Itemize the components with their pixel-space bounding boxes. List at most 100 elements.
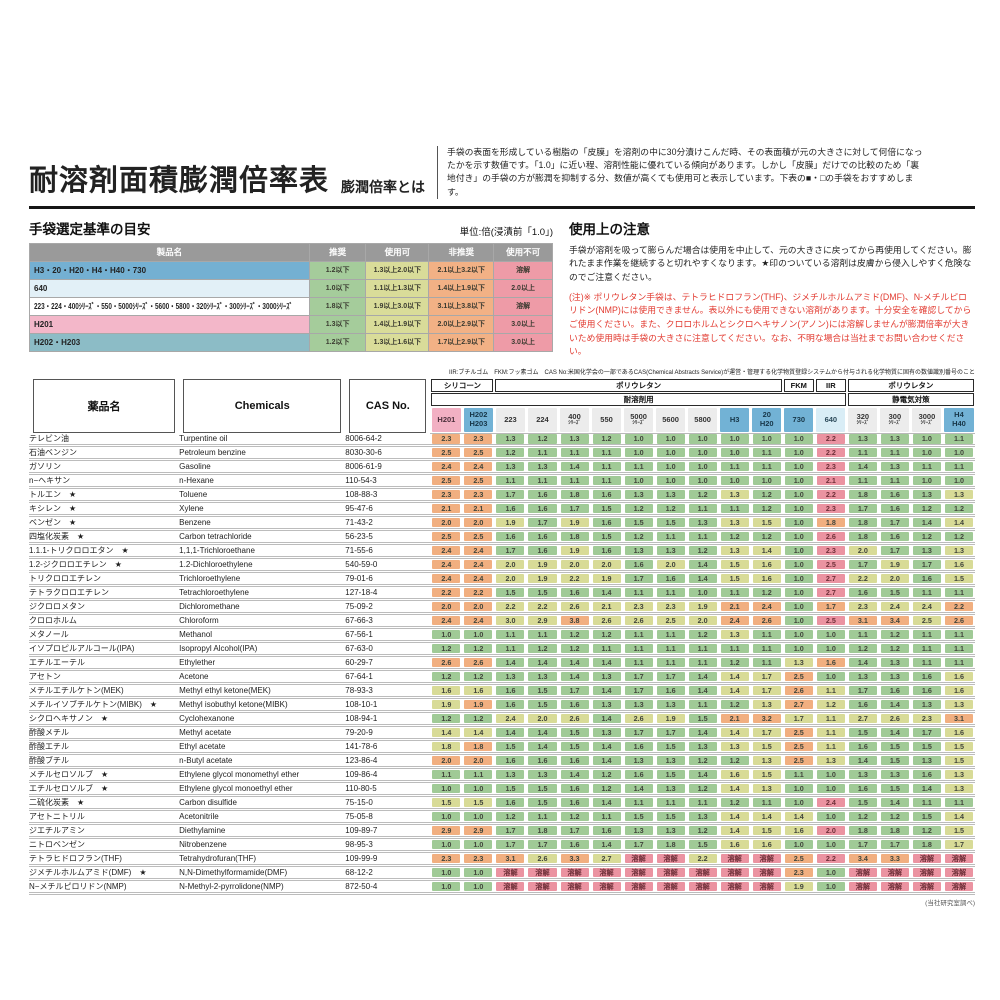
swelling-value: 1.2 bbox=[432, 644, 461, 654]
value-cell: 1.3 bbox=[750, 781, 783, 798]
value-cell: 2.5 bbox=[782, 739, 815, 756]
value-cell: 1.8 bbox=[846, 515, 879, 532]
value-cell: 1.2 bbox=[750, 501, 783, 518]
swelling-value: 1.4 bbox=[688, 560, 717, 570]
swelling-value: 1.4 bbox=[848, 658, 877, 668]
value-cell: 1.6 bbox=[494, 683, 527, 700]
chemical-en-cell: Petroleum benzine bbox=[179, 445, 346, 462]
swelling-value: 1.6 bbox=[880, 686, 909, 696]
swelling-value: 1.0 bbox=[784, 546, 813, 556]
value-cell: 1.5 bbox=[942, 571, 975, 588]
column-label-line2: ｼﾘｰｽﾞ bbox=[568, 420, 581, 427]
rating-cell: 1.7以上2.9以下 bbox=[428, 332, 495, 352]
swelling-value: 1.6 bbox=[752, 560, 781, 570]
column-label: 640 bbox=[824, 414, 838, 424]
swelling-value: 2.5 bbox=[784, 756, 813, 766]
swelling-value: 2.5 bbox=[816, 616, 845, 626]
swelling-value: 1.3 bbox=[624, 700, 653, 710]
swelling-value: 1.0 bbox=[432, 840, 461, 850]
value-cell: 1.9 bbox=[686, 599, 719, 616]
value-cell: 2.3 bbox=[462, 487, 495, 504]
value-cell: 1.2 bbox=[430, 711, 463, 728]
swelling-value: 2.2 bbox=[496, 602, 525, 612]
value-cell: 1.2 bbox=[590, 627, 623, 644]
value-cell: 溶解 bbox=[526, 879, 559, 896]
swelling-value: 1.5 bbox=[944, 756, 973, 766]
chemical-name-cell: テトラヒドロフラン(THF) bbox=[29, 851, 180, 868]
value-cell: 1.4 bbox=[878, 697, 911, 714]
swelling-value: 溶解 bbox=[656, 882, 685, 892]
page-title: 耐溶剤面積膨潤倍率表 bbox=[29, 164, 330, 197]
column-header-chip-223: 223 bbox=[495, 407, 525, 432]
value-cell: 1.0 bbox=[910, 433, 943, 448]
value-cell: 1.0 bbox=[430, 809, 463, 826]
value-cell: 1.2 bbox=[718, 529, 751, 546]
value-cell: 1.0 bbox=[782, 515, 815, 532]
column-header-chip-5000: 5000 ｼﾘｰｽﾞ bbox=[624, 407, 654, 432]
glove-column: 300 ｼﾘｰｽﾞ bbox=[878, 405, 911, 434]
value-cell: 1.8 bbox=[878, 823, 911, 840]
value-cell: 2.0 bbox=[494, 571, 527, 588]
value-cell: 1.8 bbox=[558, 529, 591, 546]
chemical-en-cell: Dichloromethane bbox=[179, 599, 346, 616]
swelling-value: 1.5 bbox=[528, 686, 557, 696]
swelling-value: 1.0 bbox=[656, 448, 685, 458]
swelling-value: 1.1 bbox=[944, 658, 973, 668]
value-cell: 1.1 bbox=[494, 627, 527, 644]
value-cell: 1.2 bbox=[942, 529, 975, 546]
chemical-name-cell: メチルエチルケトン(MEK) bbox=[29, 683, 180, 700]
swelling-value: 1.4 bbox=[560, 770, 589, 780]
table-row: テトラクロロエチレン Tetrachloroethylene 127-18-4 2.2… bbox=[29, 585, 975, 602]
cas-cell: 123-86-4 bbox=[345, 753, 431, 770]
value-cell: 1.4 bbox=[910, 515, 943, 532]
value-cell: 1.1 bbox=[942, 459, 975, 476]
swelling-value: 1.6 bbox=[528, 546, 557, 556]
swelling-value: 1.5 bbox=[528, 588, 557, 598]
column-label: 224 bbox=[536, 414, 549, 424]
value-cell: 1.0 bbox=[782, 641, 815, 658]
swelling-value: 1.6 bbox=[752, 840, 781, 850]
chemical-en-cell: N-Methyl-2-pyrrolidone(NMP) bbox=[179, 879, 346, 896]
swelling-value: 1.6 bbox=[496, 532, 525, 542]
swelling-value: 1.3 bbox=[880, 462, 909, 472]
swelling-value: 1.0 bbox=[464, 630, 493, 640]
chemical-name-header-box: 薬品名 bbox=[33, 378, 176, 433]
value-cell: 3.1 bbox=[846, 613, 879, 630]
selection-guide-row: 223・224・400ｼﾘｰｽﾞ・550・5000ｼﾘｰｽﾞ・5600・5800… bbox=[29, 296, 553, 316]
value-cell: 1.5 bbox=[750, 515, 783, 532]
value-cell: 1.1 bbox=[910, 641, 943, 658]
cas-cell: 540-59-0 bbox=[345, 557, 431, 574]
value-cell: 1.5 bbox=[878, 781, 911, 798]
swelling-value: 1.1 bbox=[624, 658, 653, 668]
swelling-value: 1.6 bbox=[624, 560, 653, 570]
value-cell: 1.0 bbox=[814, 865, 847, 882]
value-cell: 1.4 bbox=[718, 809, 751, 826]
swelling-value: 1.6 bbox=[912, 686, 941, 696]
table-row: 酢酸メチル Methyl acetate 79-20-9 1.4 1.4 1.4 1.4 1.… bbox=[29, 725, 975, 742]
column-header-chip-20H20: 20 H20 bbox=[752, 407, 782, 432]
value-cell: 1.0 bbox=[814, 669, 847, 686]
swelling-value: 1.6 bbox=[464, 686, 493, 696]
value-cell: 1.0 bbox=[782, 837, 815, 854]
value-cell: 2.0 bbox=[526, 711, 559, 728]
swelling-value: 溶解 bbox=[656, 868, 685, 878]
table-row: N−メチルピロリドン(NMP) N-Methyl-2-pyrrolidone(NM… bbox=[29, 879, 975, 896]
value-cell: 1.6 bbox=[494, 753, 527, 770]
value-cell: 1.8 bbox=[814, 515, 847, 532]
purpose-group-header: 耐溶剤用 bbox=[431, 392, 846, 406]
value-cell: 1.0 bbox=[814, 767, 847, 784]
value-cell: 1.0 bbox=[462, 879, 495, 896]
swelling-value: 1.0 bbox=[464, 882, 493, 892]
swelling-value: 1.4 bbox=[592, 742, 621, 752]
value-cell: 溶解 bbox=[878, 879, 911, 896]
value-cell: 1.6 bbox=[462, 683, 495, 700]
cas-cell: 110-80-5 bbox=[345, 781, 431, 798]
table-row: メチルエチルケトン(MEK) Methyl ethyl ketone(MEK) 78… bbox=[29, 683, 975, 700]
swelling-value: 1.2 bbox=[592, 770, 621, 780]
value-cell: 1.0 bbox=[686, 473, 719, 490]
value-cell: 2.3 bbox=[654, 599, 687, 616]
value-cell: 1.4 bbox=[430, 725, 463, 742]
rating-header: 推奨 bbox=[308, 242, 367, 262]
value-cell: 1.3 bbox=[910, 543, 943, 560]
swelling-value: 2.7 bbox=[816, 574, 845, 584]
